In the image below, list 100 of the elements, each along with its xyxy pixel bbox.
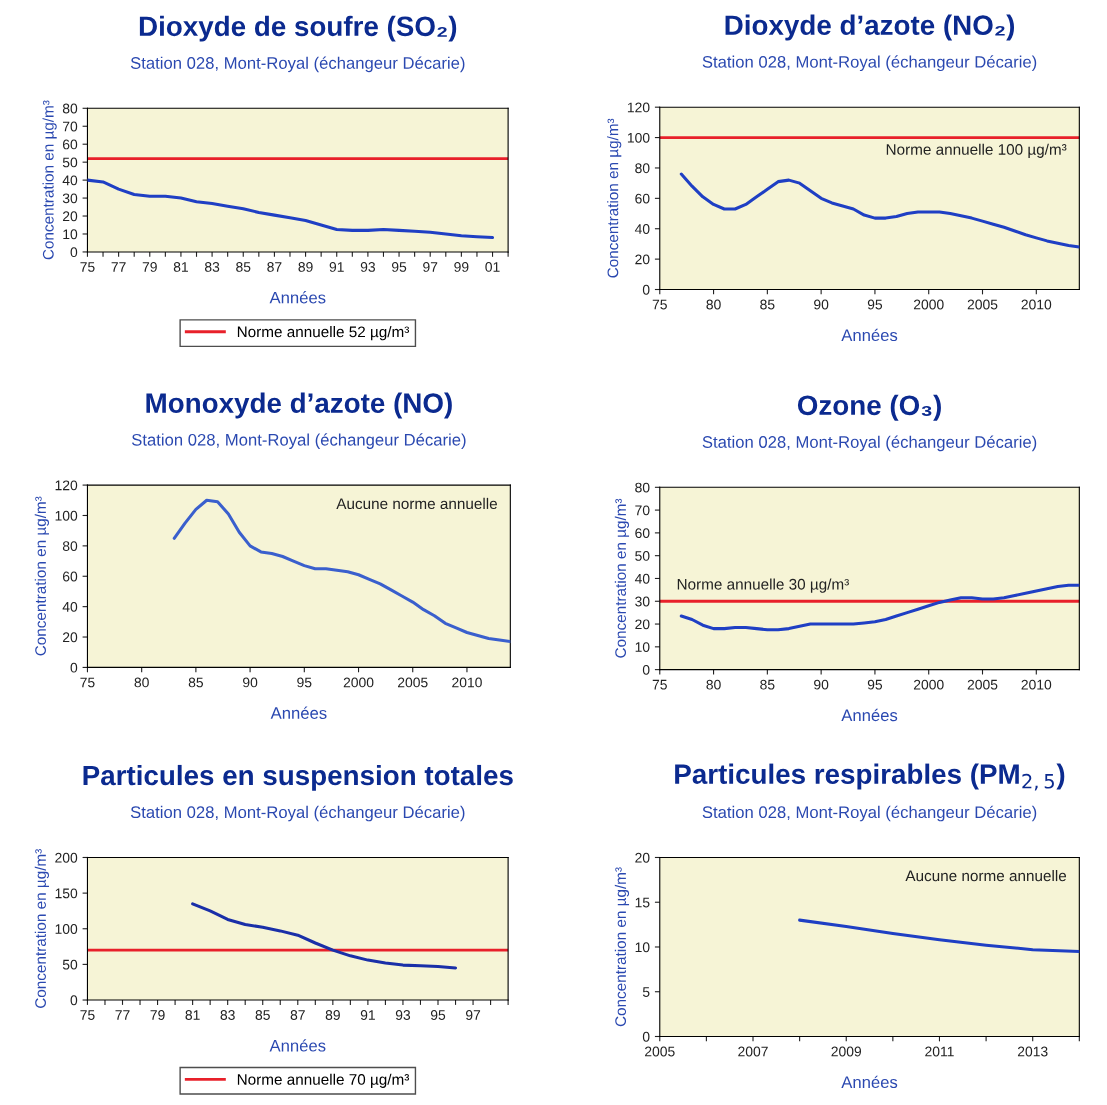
- legend-label: Norme annuelle 52 µg/m³: [237, 326, 410, 341]
- x-tick-label: 01: [485, 262, 500, 272]
- y-tick-label: 0: [70, 662, 78, 673]
- x-tick-label: 95: [297, 677, 312, 688]
- y-tick-label: 10: [63, 229, 78, 240]
- y-tick-label: 40: [62, 601, 78, 612]
- y-tick-label: 70: [63, 121, 78, 132]
- x-tick-label: 2005: [967, 679, 998, 690]
- x-tick-label: 80: [706, 679, 721, 690]
- chart-subtitle: Station 028, Mont-Royal (échangeur Décarie): [130, 805, 465, 822]
- y-tick-label: 120: [627, 102, 650, 113]
- y-tick-label: 80: [635, 482, 650, 493]
- x-tick-label: 2000: [913, 299, 944, 310]
- y-axis-title: Concentration en µg/m³: [34, 849, 49, 1008]
- x-tick-label: 75: [80, 1010, 95, 1020]
- y-tick-label: 100: [55, 510, 78, 521]
- y-tick-label: 80: [62, 541, 78, 552]
- x-tick-label: 97: [465, 1010, 481, 1020]
- y-axis-title: Concentration en µg/m³: [614, 867, 630, 1027]
- y-tick-label: 100: [627, 132, 650, 143]
- y-tick-label: 50: [635, 551, 650, 561]
- x-tick-label: 75: [652, 679, 667, 690]
- chart-subtitle: Station 028, Mont-Royal (échangeur Décarie): [702, 55, 1037, 72]
- x-tick-label: 85: [760, 679, 775, 690]
- x-axis-title: Années: [841, 1075, 898, 1089]
- x-axis-title: Années: [269, 291, 326, 304]
- y-tick-label: 0: [642, 664, 650, 675]
- x-tick-label: 79: [142, 262, 157, 272]
- chart-title: Dioxyde d’azote (NO₂): [725, 14, 1015, 41]
- y-tick-label: 20: [635, 254, 650, 265]
- y-tick-label: 70: [635, 505, 650, 516]
- x-tick-label: 85: [255, 1010, 270, 1020]
- x-tick-label: 2007: [738, 1046, 768, 1057]
- x-tick-label: 87: [267, 262, 282, 272]
- y-tick-label: 5: [642, 987, 650, 997]
- y-tick-label: 40: [62, 175, 78, 186]
- x-tick-label: 87: [290, 1010, 305, 1020]
- y-tick-label: 100: [55, 924, 78, 934]
- x-tick-label: 2009: [831, 1046, 862, 1057]
- x-tick-label: 91: [360, 1010, 375, 1020]
- y-tick-label: 120: [55, 480, 78, 491]
- chart-subtitle: Station 028, Mont-Royal (échangeur Décarie): [702, 435, 1037, 452]
- y-tick-label: 30: [635, 596, 650, 607]
- chart-title: Monoxyde d’azote (NO): [146, 392, 452, 419]
- x-tick-label: 81: [173, 262, 188, 272]
- x-tick-label: 85: [188, 677, 204, 688]
- x-tick-label: 2005: [397, 677, 428, 688]
- y-tick-label: 80: [62, 103, 78, 114]
- y-tick-label: 0: [70, 995, 78, 1006]
- y-tick-label: 30: [62, 193, 78, 204]
- y-tick-label: 60: [635, 193, 650, 204]
- y-axis-title: Concentration en µg/m³: [34, 496, 49, 656]
- y-axis-title: Concentration en µg/m³: [607, 118, 622, 278]
- x-tick-label: 2010: [452, 677, 482, 688]
- y-tick-label: 80: [635, 163, 650, 174]
- y-tick-label: 20: [635, 619, 650, 630]
- x-tick-label: 85: [760, 299, 775, 310]
- x-tick-label: 75: [80, 262, 95, 272]
- line-series: [798, 918, 1080, 953]
- y-tick-label: 60: [62, 571, 78, 582]
- chart-title: Particules respirables (PM$_{2,5}$): [675, 763, 1065, 791]
- annotation: Norme annuelle 30 µg/m³: [677, 578, 849, 593]
- x-tick-label: 75: [652, 299, 667, 310]
- x-tick-label: 95: [430, 1010, 446, 1020]
- y-axis-title: Concentration en µg/m³: [614, 498, 630, 658]
- line-series: [679, 172, 1080, 249]
- y-tick-label: 50: [62, 959, 78, 970]
- x-tick-label: 81: [185, 1010, 200, 1020]
- y-tick-label: 0: [642, 284, 650, 295]
- y-tick-label: 20: [635, 852, 650, 863]
- y-tick-label: 200: [55, 852, 78, 863]
- legend-label: Norme annuelle 70 µg/m³: [237, 1073, 410, 1088]
- x-tick-label: 79: [150, 1010, 165, 1020]
- y-tick-label: 50: [62, 157, 78, 168]
- x-tick-label: 2010: [1021, 299, 1052, 310]
- line-series: [191, 902, 458, 970]
- x-tick-label: 95: [867, 299, 883, 310]
- x-tick-label: 2011: [925, 1046, 954, 1057]
- x-tick-label: 91: [329, 262, 344, 272]
- y-tick-label: 150: [55, 888, 78, 899]
- annotation: Aucune norme annuelle: [905, 870, 1067, 882]
- y-axis-title: Concentration en µg/m³: [42, 100, 57, 260]
- x-axis-title: Années: [269, 1039, 326, 1052]
- chart-title: Dioxyde de soufre (SO₂): [139, 15, 457, 42]
- y-tick-label: 60: [635, 528, 650, 539]
- x-axis-title: Années: [841, 708, 898, 722]
- x-tick-label: 85: [236, 262, 251, 272]
- x-tick-label: 2005: [967, 299, 998, 310]
- y-tick-label: 20: [62, 211, 78, 222]
- x-tick-label: 89: [325, 1010, 340, 1020]
- annotation: Aucune norme annuelle: [336, 497, 497, 510]
- x-tick-label: 80: [134, 677, 149, 688]
- x-tick-label: 75: [80, 677, 95, 688]
- x-tick-label: 77: [111, 262, 126, 272]
- y-tick-label: 10: [635, 942, 650, 953]
- x-tick-label: 95: [867, 679, 883, 690]
- y-tick-label: 20: [62, 632, 78, 643]
- y-tick-label: 15: [635, 897, 650, 908]
- x-tick-label: 2013: [1017, 1046, 1048, 1057]
- x-tick-label: 89: [298, 262, 313, 272]
